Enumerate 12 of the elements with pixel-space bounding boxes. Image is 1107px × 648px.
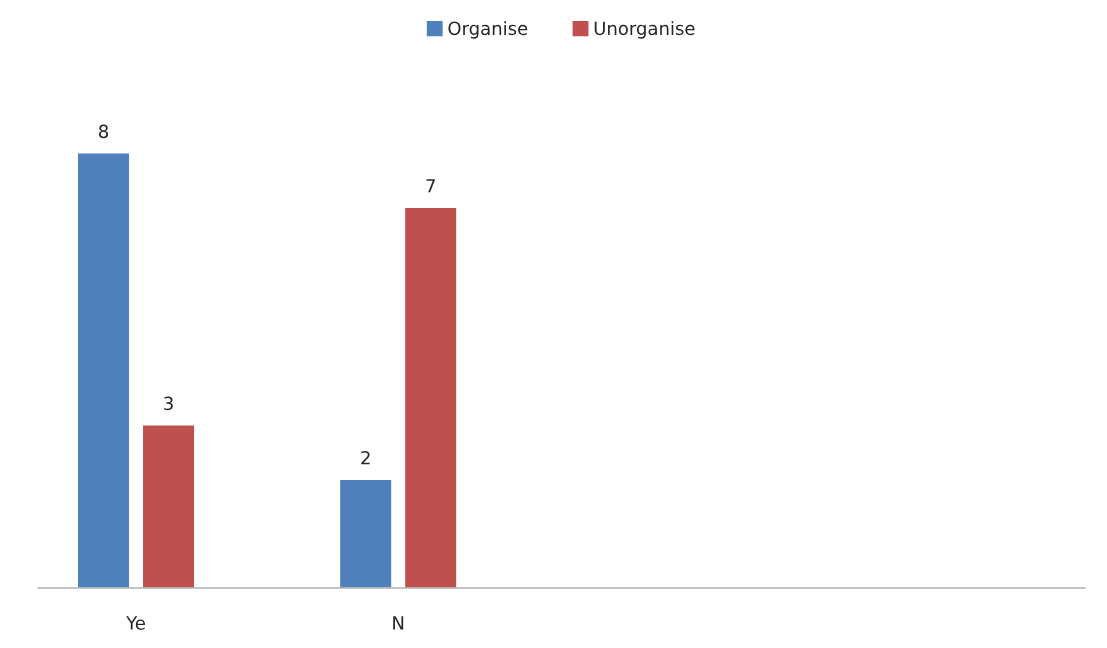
legend-label: Organise [448,21,528,39]
bar [141,424,196,588]
bar [76,152,131,588]
bar [338,478,393,588]
data-label: 2 [361,450,370,465]
bar [403,206,458,588]
x-tick-label: Ye [126,616,145,630]
data-label: 3 [164,396,173,411]
data-label: 7 [426,179,435,193]
data-label: 8 [99,124,109,139]
x-tick-label: N [393,616,404,630]
legend-label: Unorganise [594,21,695,39]
